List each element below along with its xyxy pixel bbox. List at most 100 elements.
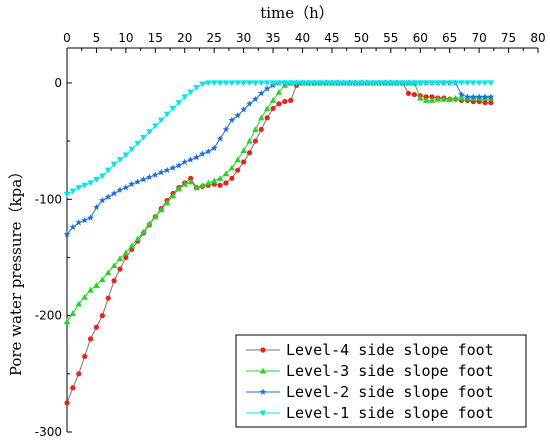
data-point <box>152 213 159 220</box>
data-point <box>146 129 153 135</box>
data-point <box>87 180 94 187</box>
data-point <box>305 80 312 87</box>
data-point <box>387 80 395 87</box>
x-tick-label: 80 <box>530 31 545 45</box>
legend-item: Level-4 side slope foot <box>246 341 494 359</box>
x-tick-label: 60 <box>413 31 428 45</box>
legend-box <box>235 334 527 428</box>
data-point <box>199 81 206 88</box>
data-point <box>169 192 177 199</box>
data-point <box>264 115 270 121</box>
data-point <box>87 336 94 342</box>
data-point <box>223 180 229 186</box>
data-point <box>458 94 465 101</box>
data-point <box>152 123 159 130</box>
series-layer <box>63 79 495 406</box>
data-point <box>187 178 194 185</box>
data-point <box>263 105 271 112</box>
data-point <box>228 164 236 171</box>
data-point <box>269 97 277 103</box>
data-point <box>122 249 130 256</box>
data-point <box>481 93 489 100</box>
data-point <box>64 400 70 406</box>
data-point <box>69 310 77 316</box>
x-tick-label: 15 <box>148 31 163 45</box>
y-tick-label: -300 <box>35 425 62 439</box>
x-tick-label: 70 <box>471 31 486 45</box>
data-point <box>375 80 383 87</box>
data-point <box>246 137 253 144</box>
x-tick-label: 65 <box>442 31 457 45</box>
data-point <box>241 159 247 165</box>
data-point <box>111 278 117 284</box>
data-point <box>288 97 294 103</box>
data-point <box>140 135 147 141</box>
data-point <box>246 100 253 107</box>
data-point <box>123 254 129 261</box>
x-tick-label: 5 <box>93 31 101 45</box>
data-point <box>110 161 118 168</box>
x-tick-label: 30 <box>236 31 251 45</box>
data-point <box>204 147 212 155</box>
data-point <box>281 80 289 87</box>
data-point <box>158 206 165 213</box>
y-tick-label: -100 <box>35 192 62 206</box>
data-point <box>193 85 200 91</box>
x-tick-label: 55 <box>383 31 398 45</box>
data-point <box>93 324 100 330</box>
data-point <box>276 101 282 107</box>
data-point <box>252 80 259 87</box>
data-point <box>393 80 400 87</box>
data-point <box>81 293 88 300</box>
data-point <box>405 80 412 87</box>
data-point <box>311 80 318 87</box>
data-point <box>82 353 88 359</box>
data-point <box>210 177 218 184</box>
data-point <box>75 218 83 226</box>
y-axis: 0 -100 -200 -300 <box>35 76 72 439</box>
data-point <box>222 80 230 87</box>
data-point <box>205 80 212 87</box>
data-point <box>116 157 124 163</box>
data-point <box>181 94 188 101</box>
data-point <box>452 94 459 101</box>
data-point <box>199 182 206 188</box>
data-point <box>140 228 147 235</box>
data-point <box>210 80 218 87</box>
data-point <box>163 199 171 206</box>
data-point <box>475 93 483 100</box>
y-tick-label: 0 <box>54 76 62 90</box>
data-point <box>216 135 224 142</box>
data-point <box>364 80 371 87</box>
data-point <box>216 80 224 87</box>
data-point <box>263 85 271 92</box>
data-point <box>487 93 495 100</box>
data-point <box>87 214 94 221</box>
data-point <box>234 80 241 87</box>
data-point <box>105 269 112 276</box>
data-point <box>99 173 106 180</box>
data-point <box>187 89 194 96</box>
data-point <box>75 185 82 191</box>
data-point <box>440 80 447 87</box>
data-point <box>99 313 105 319</box>
x-axis: 0 5 10 15 20 25 30 35 40 45 50 55 60 65 70 75 80 <box>63 31 546 53</box>
data-point <box>399 80 406 87</box>
data-point <box>340 80 347 87</box>
data-point <box>411 80 418 87</box>
series-line <box>66 82 491 322</box>
data-point <box>240 147 247 153</box>
data-point <box>63 230 71 238</box>
data-point <box>258 126 264 133</box>
data-point <box>93 203 100 211</box>
x-tick-label: 25 <box>207 31 222 45</box>
data-point <box>181 180 188 187</box>
data-point <box>128 146 135 153</box>
data-point <box>481 80 489 87</box>
data-point <box>157 168 165 176</box>
data-point <box>434 96 442 102</box>
data-point <box>417 80 424 87</box>
data-point <box>216 175 224 181</box>
series-4 <box>63 80 495 198</box>
data-point <box>98 196 106 204</box>
